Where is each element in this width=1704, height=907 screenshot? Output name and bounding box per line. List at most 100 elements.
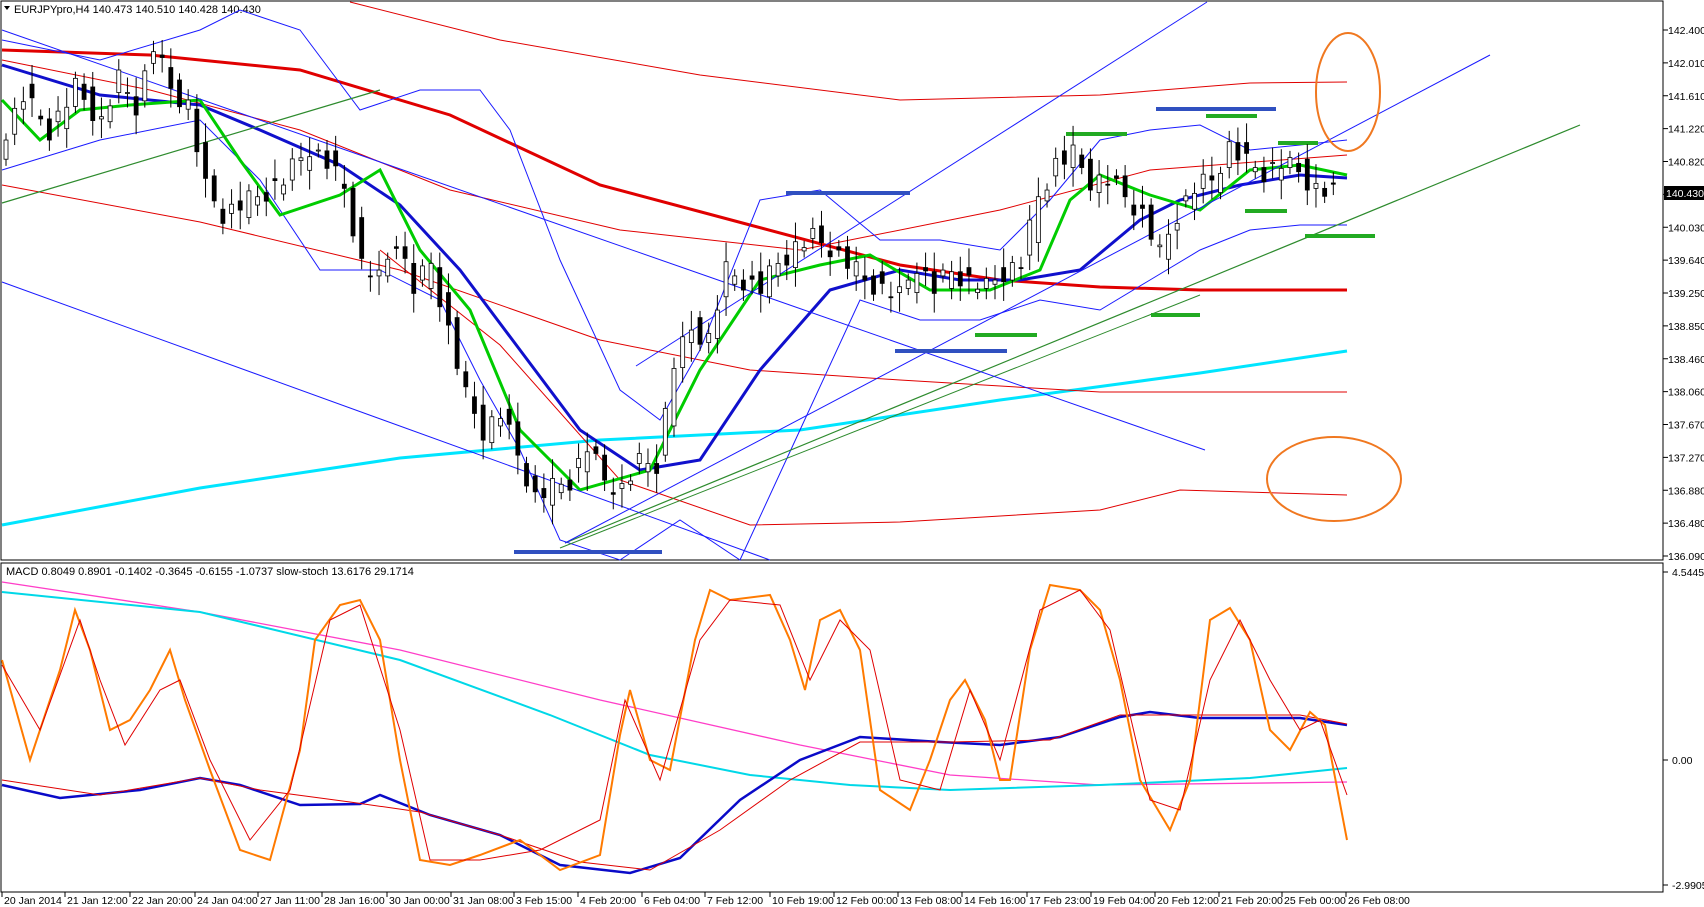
candle-bear (1235, 142, 1241, 161)
time-tick-label: 20 Feb 12:00 (1157, 895, 1219, 907)
candle-bull (775, 263, 781, 277)
candle-bear (532, 475, 538, 493)
candle-bear (654, 463, 660, 474)
candle-bear (1105, 183, 1111, 186)
candle-bear (784, 254, 790, 266)
macd-blue-line (1, 710, 1348, 875)
annotation-circle (1266, 436, 1402, 522)
candle-bear (437, 267, 443, 308)
candle-bull (298, 157, 304, 161)
candle-bear (836, 246, 842, 251)
time-tick-label: 3 Feb 15:00 (516, 895, 572, 907)
red-envelope-upper (349, 1, 1348, 101)
time-tick-label: 26 Feb 08:00 (1348, 895, 1410, 907)
candle-bear (480, 404, 486, 441)
candle-bear (463, 371, 469, 388)
candle-bear (333, 150, 339, 167)
candle-bear (957, 271, 963, 287)
candle-bear (923, 267, 928, 272)
candle-bull (949, 271, 955, 289)
candle-bear (749, 275, 755, 280)
candle-bull (801, 247, 807, 252)
candle-bull (992, 279, 998, 285)
candle-bear (1122, 175, 1128, 198)
dropdown-triangle-icon[interactable] (4, 6, 10, 10)
price-tick-label: 136.880 (1668, 485, 1704, 497)
candle-bull (1183, 195, 1189, 202)
last-price-tag (1664, 186, 1704, 200)
candle-bear (168, 67, 174, 89)
trendline-blue-diag2 (1, 281, 771, 561)
candle-bear (871, 275, 876, 295)
candle-bear (402, 246, 408, 259)
candle-bull (1035, 196, 1041, 243)
candle-bear (966, 267, 972, 276)
candle-bull (20, 101, 26, 110)
candle-bear (367, 275, 373, 278)
candle-bear (515, 421, 521, 456)
candle-bull (853, 261, 859, 277)
candle-bear (845, 246, 850, 269)
price-tick-label: 140.030 (1668, 222, 1704, 234)
red-envelope-lower2 (379, 249, 1348, 526)
candle-bear (454, 317, 460, 369)
time-tick-label: 27 Jan 11:00 (260, 895, 320, 907)
time-axis-ticks: 20 Jan 2014 21 Jan 12:00 22 Jan 20:00 24 Ja… (1, 892, 1410, 907)
candle-bull (289, 158, 295, 181)
candle-bull (281, 184, 287, 195)
candle-bull (99, 116, 104, 120)
candle-bear (541, 488, 547, 499)
candle-bear (159, 54, 165, 58)
candle-bull (983, 278, 989, 289)
candle-bear (263, 192, 269, 202)
candle-bull (229, 203, 234, 214)
time-tick-label: 28 Jan 16:00 (324, 895, 385, 907)
candle-bull (489, 416, 495, 444)
candle-bull (723, 261, 729, 298)
last-price-text: 140.430 (1666, 188, 1704, 200)
candle-bull (688, 329, 694, 343)
candle-bear (827, 250, 833, 258)
time-tick-label: 10 Feb 19:00 (772, 895, 834, 907)
candle-bull (767, 265, 772, 298)
candle-bull (645, 463, 651, 473)
candle-bear (1114, 175, 1119, 179)
candle-bear (1304, 158, 1310, 191)
price-tick-label: 136.480 (1668, 518, 1704, 530)
time-tick-label: 25 Feb 00:00 (1284, 895, 1346, 907)
candle-bear (697, 317, 703, 345)
candle-bear (819, 225, 824, 243)
trendline-blue-diag1 (1, 29, 1206, 451)
candle-bear (38, 115, 44, 120)
candles-group (3, 40, 1336, 525)
time-tick-label: 22 Jan 20:00 (132, 895, 193, 907)
time-tick-label: 19 Feb 04:00 (1093, 895, 1155, 907)
candle-bull (1053, 157, 1059, 177)
macd-cyan-line (1, 591, 1348, 792)
candle-bear (602, 454, 607, 481)
candle-bull (1226, 141, 1232, 168)
candle-bear (324, 150, 330, 169)
candle-bear (194, 108, 200, 153)
price-tick-label: 141.610 (1668, 91, 1704, 103)
candle-bull (1070, 144, 1076, 168)
annotation-circle (1315, 32, 1381, 152)
candle-bull (428, 263, 434, 289)
candle-bear (341, 183, 347, 189)
candle-bull (151, 51, 156, 64)
time-tick-label: 30 Jan 00:00 (389, 895, 450, 907)
trendline-blue-channel2 (564, 54, 1491, 544)
candle-bull (307, 156, 313, 171)
candle-bear (610, 492, 616, 495)
candle-bull (975, 288, 981, 293)
candle-bull (1278, 167, 1284, 181)
candle-bull (914, 273, 920, 293)
indicator-tick-label: 4.5445 (1672, 567, 1704, 579)
price-tick-label: 141.220 (1668, 124, 1704, 136)
candle-bear (1088, 158, 1093, 191)
price-tick-label: 138.060 (1668, 387, 1704, 399)
stoch-orange-line (1, 583, 1348, 872)
candle-bull (376, 269, 382, 277)
candle-bear (237, 200, 243, 211)
